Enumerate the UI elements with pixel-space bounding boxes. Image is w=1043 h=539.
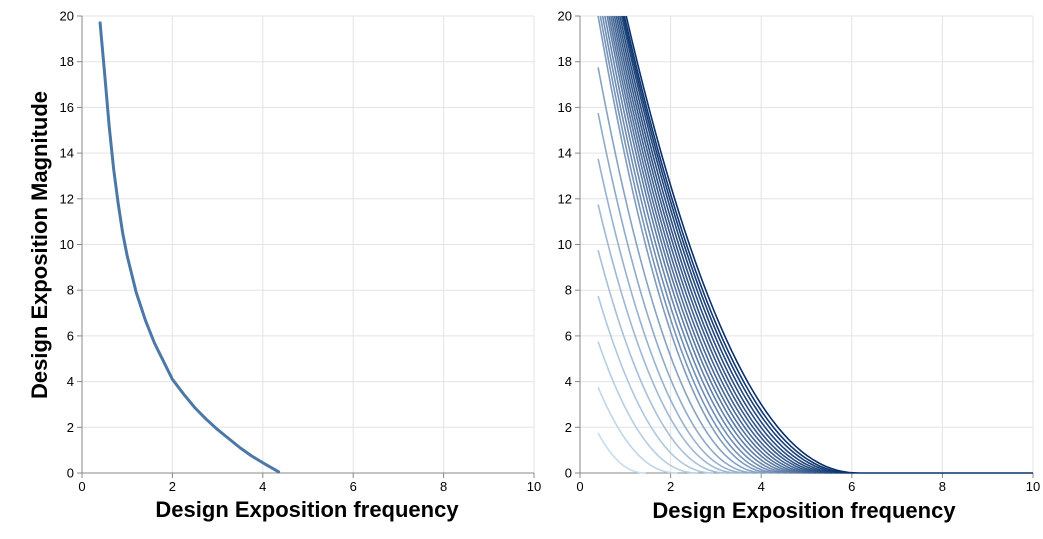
y-axis-title: Design Exposition Magnitude — [27, 91, 52, 399]
y-tick-label: 6 — [565, 328, 572, 343]
axes-left: 0 2 4 6 8 10 0 2 4 6 8 10 12 14 16 18 20 — [60, 9, 542, 495]
y-tick-label: 18 — [558, 54, 572, 69]
x-tick-label: 0 — [78, 479, 85, 494]
family-curve — [597, 250, 728, 474]
family-curve — [601, 15, 788, 474]
x-tick-label: 6 — [350, 479, 357, 494]
family-curve — [606, 15, 800, 474]
y-tick-label: 20 — [558, 9, 572, 24]
family-curve — [610, 15, 811, 474]
y-tick-label: 0 — [565, 466, 572, 481]
x-tick-label: 0 — [576, 479, 583, 494]
x-axis-title-left: Design Exposition frequency — [155, 497, 459, 522]
grid-right — [579, 15, 1034, 474]
x-tick-label: 4 — [758, 479, 765, 494]
family-curve — [597, 432, 646, 474]
y-tick-label: 12 — [558, 191, 572, 206]
family-curve — [597, 15, 774, 474]
series-right — [597, 15, 1033, 474]
family-curve — [597, 204, 739, 474]
x-tick-label: 8 — [939, 479, 946, 494]
family-curve — [613, 15, 822, 474]
family-curve — [597, 67, 766, 474]
family-curve — [604, 15, 794, 474]
y-tick-label: 18 — [60, 54, 74, 69]
family-curve — [611, 15, 817, 474]
y-tick-label: 14 — [60, 146, 74, 161]
family-curve — [597, 112, 757, 474]
series-line — [98, 21, 281, 474]
x-axis-title-right: Design Exposition frequency — [652, 498, 956, 523]
y-tick-label: 2 — [67, 420, 74, 435]
family-curve — [608, 15, 806, 474]
family-curve — [597, 341, 698, 474]
family-curve — [597, 158, 748, 474]
family-curve — [617, 15, 832, 474]
x-tick-label: 10 — [1026, 479, 1040, 494]
y-tick-label: 0 — [67, 466, 74, 481]
y-tick-label: 10 — [60, 237, 74, 252]
x-tick-label: 4 — [259, 479, 266, 494]
y-tick-label: 4 — [67, 374, 74, 389]
y-tick-label: 20 — [60, 9, 74, 24]
x-tick-label: 8 — [440, 479, 447, 494]
x-tick-label: 10 — [527, 479, 541, 494]
y-tick-label: 16 — [558, 100, 572, 115]
y-tick-label: 6 — [67, 328, 74, 343]
series-left — [98, 21, 281, 474]
y-tick-label: 16 — [60, 100, 74, 115]
y-tick-label: 8 — [565, 283, 572, 298]
y-tick-label: 12 — [60, 191, 74, 206]
chart-right: 0 2 4 6 8 10 0 2 4 6 8 10 12 14 16 18 20 Design Expositi… — [558, 9, 1041, 524]
y-tick-label: 2 — [565, 420, 572, 435]
x-tick-label: 2 — [667, 479, 674, 494]
chart-left: 0 2 4 6 8 10 0 2 4 6 8 10 12 14 16 18 20 Design Expositi… — [27, 9, 541, 523]
family-curve — [623, 15, 855, 474]
family-curve — [599, 15, 781, 474]
grid-left — [81, 15, 535, 474]
y-tick-label: 4 — [565, 374, 572, 389]
x-tick-label: 6 — [848, 479, 855, 494]
family-curve — [615, 15, 827, 474]
family-curve — [619, 15, 838, 474]
y-tick-label: 14 — [558, 146, 572, 161]
family-curve — [597, 386, 678, 474]
family-curve — [597, 295, 714, 474]
family-curve — [622, 15, 849, 474]
family-curve — [620, 15, 843, 474]
x-tick-label: 2 — [169, 479, 176, 494]
y-tick-label: 8 — [67, 283, 74, 298]
y-tick-label: 10 — [558, 237, 572, 252]
family-curve — [625, 15, 1033, 474]
